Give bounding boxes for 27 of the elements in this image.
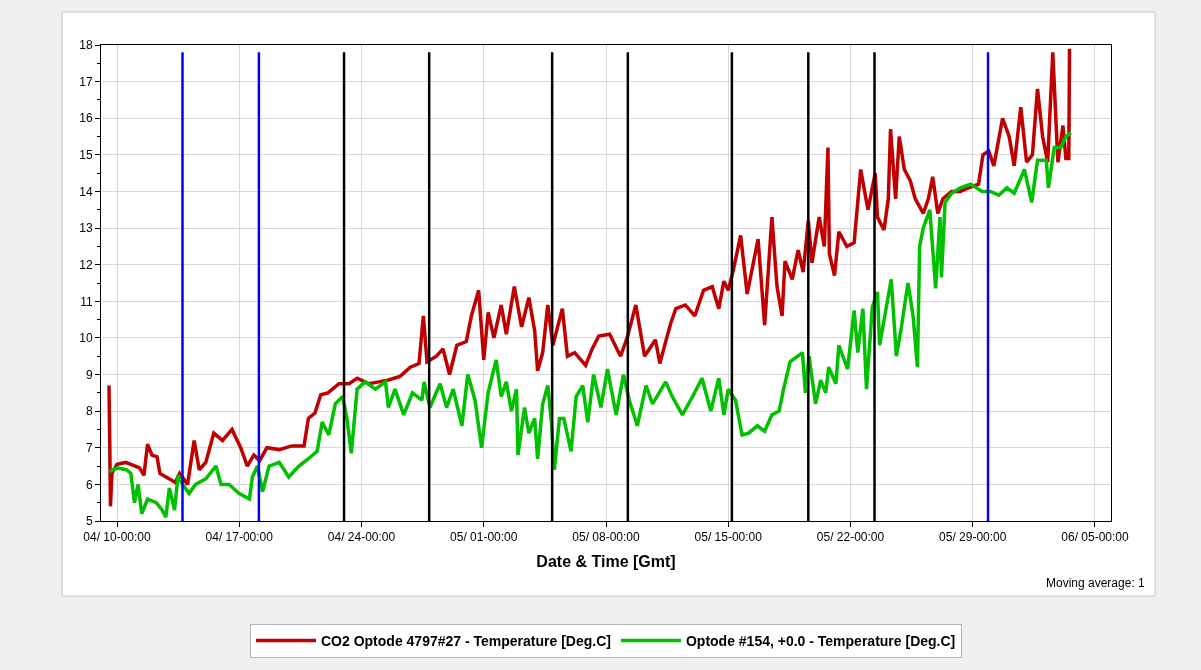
x-tick-label: 05/ 29-00:00 — [939, 530, 1007, 545]
y-tick-label: 16 — [79, 111, 93, 126]
y-tick-label: 8 — [85, 404, 93, 419]
x-axis-title: Date & Time [Gmt] — [536, 553, 676, 571]
x-tick-label: 05/ 15-00:00 — [694, 530, 763, 545]
legend-label: Optode #154, +0.0 - Temperature [Deg.C] — [685, 633, 956, 650]
y-tick-label: 5 — [85, 514, 93, 529]
y-tick-label: 17 — [79, 74, 93, 89]
y-tick-label: 10 — [79, 331, 93, 346]
legend-label: CO2 Optode 4797#27 - Temperature [Deg.C] — [321, 633, 611, 650]
x-tick-label: 05/ 01-00:00 — [450, 530, 518, 545]
y-tick-label: 15 — [79, 148, 93, 163]
x-tick-label: 05/ 08-00:00 — [572, 530, 641, 545]
y-tick-label: 14 — [79, 184, 93, 199]
text: Moving average: 1 — [1046, 576, 1146, 590]
x-tick-label: 04/ 24-00:00 — [327, 530, 396, 545]
y-tick-label: 13 — [79, 221, 93, 236]
y-tick-label: 7 — [85, 440, 93, 455]
y-tick-label: 6 — [85, 477, 93, 492]
y-tick-label: 18 — [79, 38, 93, 53]
x-tick-label: 05/ 22-00:00 — [816, 530, 885, 545]
x-tick-label: 06/ 05-00:00 — [1061, 530, 1130, 545]
x-tick-label: 04/ 10-00:00 — [83, 530, 152, 545]
x-tick-label: 04/ 17-00:00 — [205, 530, 274, 545]
y-tick-label: 12 — [79, 257, 93, 272]
y-tick-label: 9 — [85, 367, 93, 382]
y-tick-label: 11 — [80, 294, 93, 309]
